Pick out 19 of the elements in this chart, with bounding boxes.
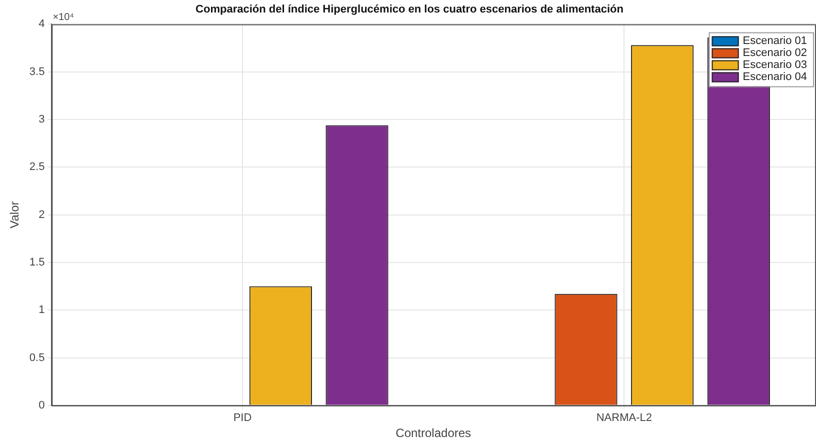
legend-label: Escenario 03 [742, 59, 808, 72]
legend-label: Escenario 01 [742, 35, 808, 48]
legend-label: Escenario 04 [742, 71, 808, 84]
legend-label: Escenario 02 [742, 47, 808, 60]
x-tick-label: PID [233, 412, 252, 424]
y-tick-label: 1 [38, 304, 45, 316]
y-tick-label: 2.5 [29, 161, 45, 174]
y-axis-title: Valor [8, 201, 22, 228]
y-tick-label: 3.5 [29, 66, 45, 78]
text: ×10⁴ [52, 12, 74, 23]
y-tick-label: 0.5 [29, 352, 45, 364]
x-tick-label: NARMA-L2 [596, 412, 652, 424]
y-tick-label: 4 [38, 18, 45, 30]
chart-title: Comparación del índice Hiperglucémico en los cuatro escenarios de alimentación [196, 4, 624, 16]
y-tick-label: 2 [38, 208, 45, 221]
y-tick-label: 3 [38, 114, 45, 126]
y-tick-label: 0 [38, 399, 45, 412]
x-axis-title: Controladores [396, 426, 472, 440]
y-tick-label: 1.5 [29, 256, 45, 268]
